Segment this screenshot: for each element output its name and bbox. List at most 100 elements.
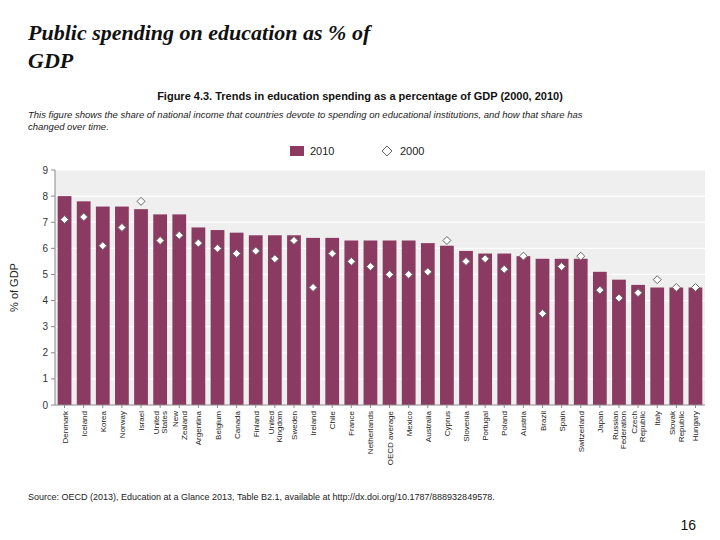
marker bbox=[61, 216, 69, 224]
marker bbox=[386, 270, 394, 278]
bar bbox=[153, 214, 167, 405]
marker bbox=[462, 257, 470, 265]
x-tick-label-line: Japan bbox=[596, 411, 605, 433]
y-tick-label: 1 bbox=[42, 373, 48, 384]
x-tick bbox=[485, 405, 486, 408]
marker bbox=[500, 265, 508, 273]
bar bbox=[211, 230, 225, 405]
x-tick-label-line: Iceland bbox=[80, 411, 89, 437]
x-tick bbox=[542, 405, 543, 408]
bar bbox=[593, 272, 607, 405]
y-tick bbox=[51, 326, 55, 327]
x-tick-label: Slovenia bbox=[462, 410, 471, 441]
x-tick-label-line: Mexico bbox=[405, 410, 414, 436]
x-tick-label: Portugal bbox=[481, 411, 490, 441]
bar bbox=[249, 235, 263, 405]
x-tick bbox=[102, 405, 103, 408]
x-tick-label-line: Spain bbox=[558, 411, 567, 431]
x-tick-label-line: Australia bbox=[424, 410, 433, 442]
x-tick-label: Ireland bbox=[309, 411, 318, 435]
marker bbox=[99, 242, 107, 250]
x-tick-label: Denmark bbox=[61, 410, 70, 443]
x-tick bbox=[504, 405, 505, 408]
x-tick bbox=[389, 405, 390, 408]
x-tick-label-line: Republic bbox=[677, 411, 686, 442]
x-tick-label: Argentina bbox=[194, 410, 203, 445]
x-tick-label: OECD average bbox=[386, 410, 395, 465]
x-tick bbox=[217, 405, 218, 408]
bar bbox=[536, 259, 550, 405]
x-tick bbox=[274, 405, 275, 408]
x-tick bbox=[561, 405, 562, 408]
y-tick-label: 2 bbox=[42, 347, 48, 358]
x-tick-label: Cyprus bbox=[443, 411, 452, 436]
legend: 20102000 bbox=[290, 145, 424, 157]
bar bbox=[497, 254, 511, 405]
x-tick-label-line: Sweden bbox=[290, 411, 299, 440]
source: Source: OECD (2013), Education at a Glan… bbox=[28, 492, 495, 502]
x-tick bbox=[638, 405, 639, 408]
x-tick bbox=[121, 405, 122, 408]
x-tick-label-line: States bbox=[160, 411, 169, 434]
grid-line bbox=[55, 222, 705, 223]
x-tick-label-line: Italy bbox=[653, 411, 662, 426]
x-tick-label-line: Norway bbox=[118, 411, 127, 438]
x-tick-label: Switzerland bbox=[577, 411, 586, 452]
bar bbox=[383, 241, 397, 406]
x-tick-label-line: OECD average bbox=[386, 410, 395, 465]
grid-line bbox=[55, 326, 705, 327]
x-tick bbox=[293, 405, 294, 408]
x-tick-label-line: Netherlands bbox=[366, 411, 375, 454]
x-tick-label-line: Kingdom bbox=[275, 411, 284, 443]
x-tick-label-line: France bbox=[347, 410, 356, 435]
background bbox=[0, 0, 720, 540]
x-tick-label-line: Ireland bbox=[309, 411, 318, 435]
marker bbox=[137, 197, 145, 205]
marker bbox=[672, 284, 680, 292]
x-tick-label-line: Brazil bbox=[539, 411, 548, 431]
x-tick-label-line: Poland bbox=[500, 411, 509, 436]
x-tick bbox=[351, 405, 352, 408]
y-tick bbox=[51, 352, 55, 353]
bar bbox=[555, 259, 569, 405]
grid-line bbox=[55, 404, 705, 405]
grid-line bbox=[55, 196, 705, 197]
bar bbox=[306, 238, 320, 405]
x-tick-label-line: Switzerland bbox=[577, 411, 586, 452]
x-tick-label-line: Portugal bbox=[481, 411, 490, 441]
marker bbox=[309, 284, 317, 292]
y-tick bbox=[51, 378, 55, 379]
x-tick-label-line: Argentina bbox=[194, 410, 203, 445]
x-tick-label: Belgium bbox=[214, 411, 223, 440]
x-tick-label: Canada bbox=[233, 410, 242, 439]
x-tick bbox=[313, 405, 314, 408]
x-tick bbox=[618, 405, 619, 408]
x-tick-label-line: Belgium bbox=[214, 411, 223, 440]
x-tick-label-line: Chile bbox=[328, 410, 337, 429]
x-tick bbox=[236, 405, 237, 408]
x-tick-label: Brazil bbox=[539, 411, 548, 431]
x-tick bbox=[179, 405, 180, 408]
marker bbox=[596, 286, 604, 294]
x-tick bbox=[657, 405, 658, 408]
marker bbox=[405, 270, 413, 278]
y-tick-label: 4 bbox=[42, 295, 48, 306]
x-tick-label: Australia bbox=[424, 410, 433, 442]
note-line: This figure shows the share of national … bbox=[28, 109, 583, 120]
y-tick bbox=[51, 405, 55, 406]
marker bbox=[194, 239, 202, 247]
x-tick bbox=[695, 405, 696, 408]
bar bbox=[287, 235, 301, 405]
legend-label: 2010 bbox=[310, 145, 334, 157]
x-tick bbox=[523, 405, 524, 408]
x-tick-label-line: Finland bbox=[252, 411, 261, 437]
bar bbox=[689, 288, 703, 406]
bar bbox=[230, 233, 244, 405]
x-tick-label: Iceland bbox=[80, 411, 89, 437]
bar bbox=[612, 280, 626, 405]
y-tick bbox=[51, 248, 55, 249]
x-tick-label: Norway bbox=[118, 411, 127, 438]
bar bbox=[344, 241, 358, 406]
grid-line bbox=[55, 248, 705, 249]
grid-line bbox=[55, 378, 705, 379]
